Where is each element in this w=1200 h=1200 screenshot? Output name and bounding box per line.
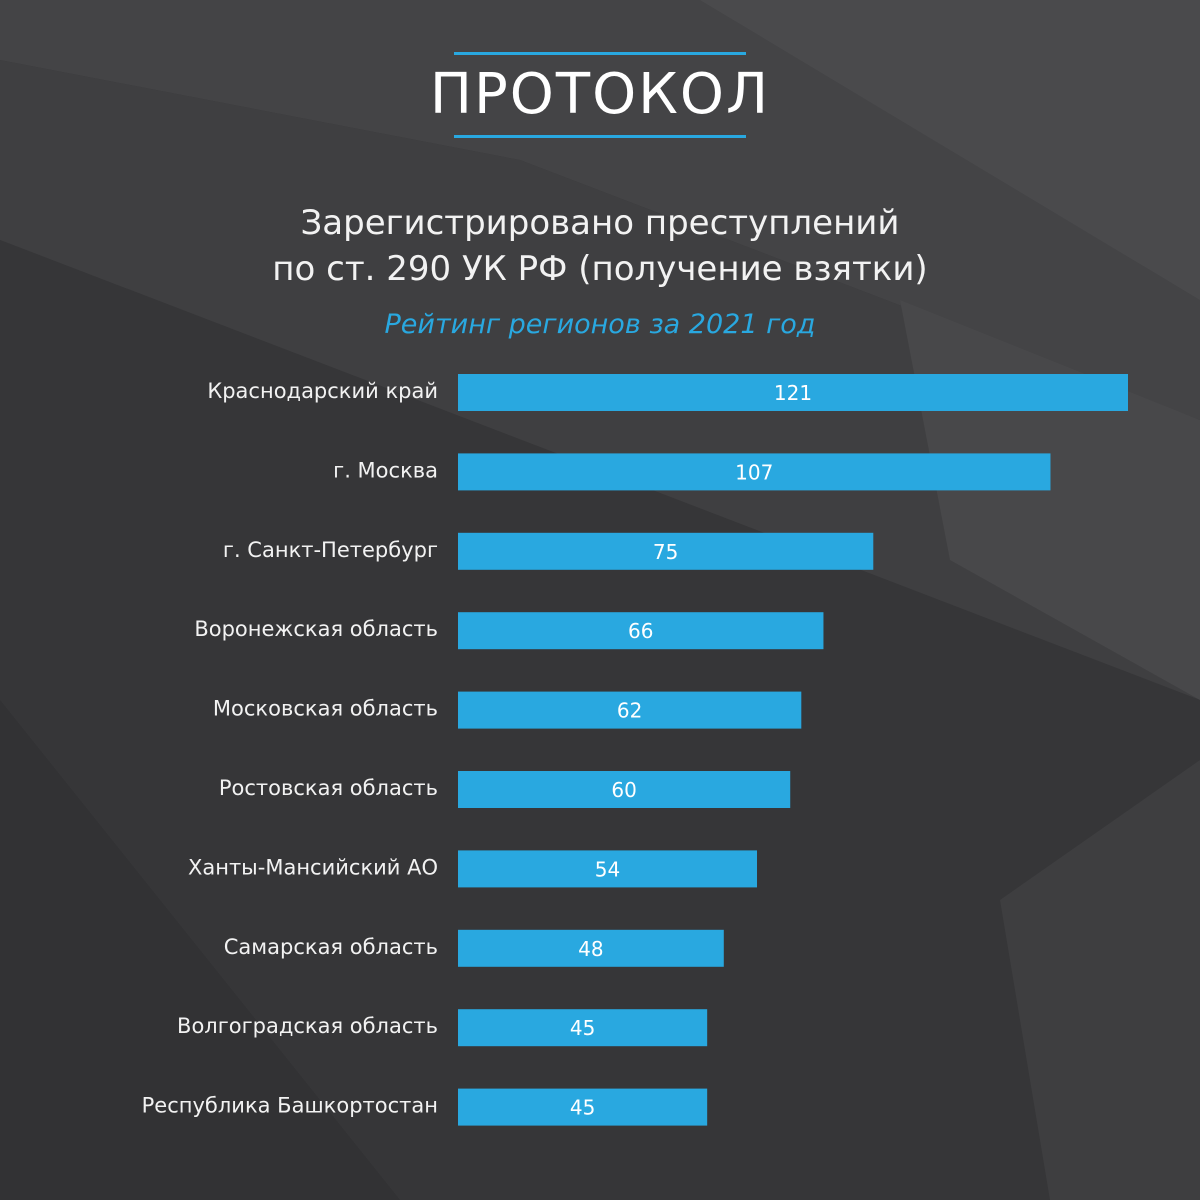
category-label: Краснодарский край	[207, 379, 438, 403]
category-label: Московская область	[213, 697, 438, 721]
category-label: Республика Башкортостан	[142, 1094, 438, 1118]
chart-title-line-1: Зарегистрировано преступлений	[300, 203, 900, 243]
value-label: 60	[611, 778, 636, 802]
bar	[458, 929, 724, 967]
value-label: 54	[595, 857, 620, 881]
category-label: Воронежская область	[194, 617, 438, 641]
category-label: г. Санкт-Петербург	[223, 538, 438, 562]
chart-title-line-2: по ст. 290 УК РФ (получение взятки)	[272, 249, 928, 289]
value-label: 48	[578, 937, 603, 961]
value-label: 107	[735, 460, 773, 484]
logo-text: ПРОТОКОЛ	[429, 62, 771, 127]
value-label: 66	[628, 619, 653, 643]
logo: ПРОТОКОЛ	[0, 52, 1200, 138]
value-label: 62	[617, 699, 642, 723]
category-label: Самарская область	[224, 935, 438, 959]
category-label: Ростовская область	[219, 776, 438, 800]
bar	[458, 612, 824, 650]
bar	[458, 691, 802, 729]
bar	[458, 532, 874, 570]
category-label: г. Москва	[333, 458, 438, 482]
logo-top-line	[454, 52, 746, 55]
bar	[458, 1009, 708, 1047]
chart-title: Зарегистрировано преступлений по ст. 290…	[0, 200, 1200, 292]
bar	[458, 374, 1128, 411]
bar	[458, 771, 791, 808]
logo-bottom-line	[454, 135, 746, 138]
value-label: 45	[570, 1096, 595, 1120]
bar-chart: Краснодарский край 121 г. Москва 107 г. Санк…	[142, 374, 1128, 1126]
value-label: 75	[653, 540, 678, 564]
value-label: 121	[774, 381, 812, 405]
value-label: 45	[570, 1016, 595, 1040]
chart-subtitle: Рейтинг регионов за 2021 год	[384, 309, 816, 340]
category-label: Ханты-Мансийский АО	[188, 855, 438, 879]
category-label: Волгоградская область	[177, 1014, 438, 1038]
bar	[458, 1088, 708, 1126]
bar	[458, 850, 758, 888]
bar	[458, 453, 1051, 491]
